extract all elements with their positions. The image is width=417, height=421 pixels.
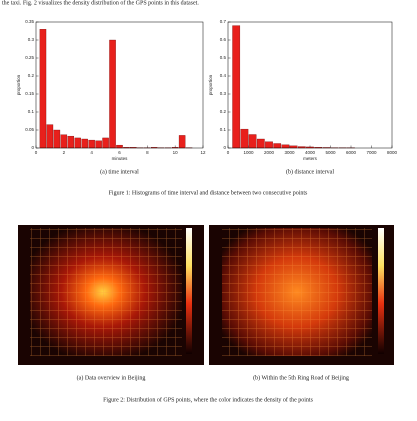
x-tick-label: 3000 — [284, 150, 295, 155]
bar — [248, 134, 257, 149]
intro-text: the taxi. Fig. 2 visualizes the density … — [2, 0, 199, 6]
subcaption: (a) time interval — [100, 168, 139, 175]
x-tick-label: 2000 — [264, 150, 275, 155]
y-tick-label: 0.3 — [28, 37, 35, 42]
bar — [116, 144, 123, 149]
x-tick-label: 12 — [200, 150, 206, 155]
bar — [256, 138, 265, 149]
y-axis-label: proportion — [208, 74, 213, 95]
bar — [60, 134, 68, 149]
y-tick-label: 0.25 — [25, 55, 34, 60]
plot-frame — [227, 21, 393, 149]
subcaption: (a) Data overview in Beijing — [77, 374, 146, 381]
y-tick-label: 0.2 — [220, 109, 227, 114]
y-tick-label: 0.15 — [25, 91, 34, 96]
figure-caption: Figure 2: Distribution of GPS points, wh… — [103, 396, 313, 403]
figure-caption: Figure 1: Histograms of time interval an… — [109, 189, 308, 196]
x-tick-label: 10 — [173, 150, 179, 155]
bar — [109, 39, 116, 149]
y-tick-label: 0.1 — [28, 109, 35, 114]
y-tick-label: 0.1 — [220, 127, 227, 132]
bar — [289, 145, 298, 149]
x-tick-label: 6000 — [346, 150, 357, 155]
x-tick-label: 5000 — [325, 150, 336, 155]
y-axis-label: proportion — [16, 74, 21, 95]
bar — [102, 137, 109, 149]
bar — [273, 143, 282, 149]
bar — [240, 128, 249, 149]
heatmap-b — [209, 225, 394, 365]
x-tick-label: 2 — [63, 150, 66, 155]
y-tick-label: 0.5 — [220, 55, 227, 60]
x-axis-label: minutes — [112, 156, 129, 161]
bar — [95, 140, 102, 149]
y-tick-label: 0.2 — [28, 73, 35, 78]
y-tick-label: 0.6 — [220, 37, 227, 42]
x-tick-label: 1000 — [243, 150, 254, 155]
bar — [88, 139, 95, 149]
bar — [232, 25, 241, 149]
y-tick-label: 0.35 — [25, 19, 34, 24]
plot-frame — [35, 21, 204, 149]
bar — [46, 124, 54, 149]
x-tick-label: 6 — [118, 150, 121, 155]
x-axis-label: meters — [303, 156, 318, 161]
x-tick-label: 8 — [146, 150, 149, 155]
x-tick-label: 8000 — [387, 150, 398, 155]
heatmap-a — [18, 225, 204, 365]
bar — [67, 135, 75, 149]
y-tick-label: 0 — [31, 145, 34, 150]
y-tick-label: 0.3 — [220, 91, 227, 96]
bar — [81, 138, 88, 149]
figure-1: 0 0.05 0.1 0.15 0.2 0.25 0.3 0.35 0 2 4 6 8 10 12 minut… — [16, 19, 397, 175]
bar — [281, 144, 290, 149]
y-tick-label: 0.4 — [220, 73, 227, 78]
x-tick-label: 0 — [227, 150, 230, 155]
bar — [74, 137, 81, 149]
x-tick-label: 4 — [90, 150, 93, 155]
bar — [53, 129, 61, 149]
x-tick-label: 7000 — [366, 150, 377, 155]
x-tick-label: 0 — [35, 150, 38, 155]
x-tick-label: 4000 — [305, 150, 316, 155]
bar — [39, 29, 47, 149]
y-tick-label: 0.7 — [220, 19, 227, 24]
subcaption: (b) Within the 5th Ring Road of Beijing — [253, 374, 349, 381]
bar — [178, 135, 186, 149]
y-tick-label: 0.05 — [25, 127, 34, 132]
bar — [265, 141, 273, 149]
subcaption: (b) distance interval — [286, 168, 334, 175]
y-tick-label: 0 — [223, 145, 226, 150]
